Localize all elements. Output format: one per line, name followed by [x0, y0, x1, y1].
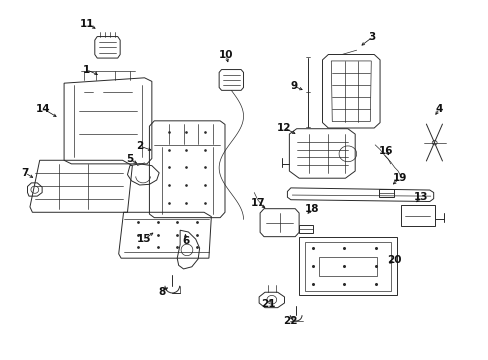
Text: 18: 18: [304, 204, 318, 215]
Text: 19: 19: [391, 173, 406, 183]
Bar: [299, 237, 396, 296]
Bar: [400, 205, 434, 226]
Text: 7: 7: [21, 168, 29, 178]
Text: 9: 9: [289, 81, 297, 91]
Text: 10: 10: [218, 50, 233, 60]
Bar: [305, 242, 390, 291]
Text: 22: 22: [283, 316, 298, 325]
Bar: [318, 257, 376, 276]
Text: 17: 17: [250, 198, 265, 208]
Text: 13: 13: [413, 192, 427, 202]
Text: 11: 11: [80, 19, 95, 29]
Text: 6: 6: [182, 236, 189, 246]
Text: 21: 21: [260, 299, 275, 309]
Text: 15: 15: [137, 234, 151, 244]
Text: 16: 16: [378, 145, 392, 156]
Bar: [378, 189, 393, 197]
Text: 4: 4: [435, 104, 442, 114]
Text: 20: 20: [386, 255, 401, 265]
Text: 2: 2: [136, 141, 143, 151]
Text: 1: 1: [82, 64, 89, 75]
Text: 8: 8: [158, 287, 165, 297]
Text: 12: 12: [277, 123, 291, 133]
Text: 5: 5: [126, 154, 133, 164]
Text: 3: 3: [368, 32, 375, 42]
Bar: [299, 225, 312, 233]
Text: 14: 14: [36, 104, 51, 114]
